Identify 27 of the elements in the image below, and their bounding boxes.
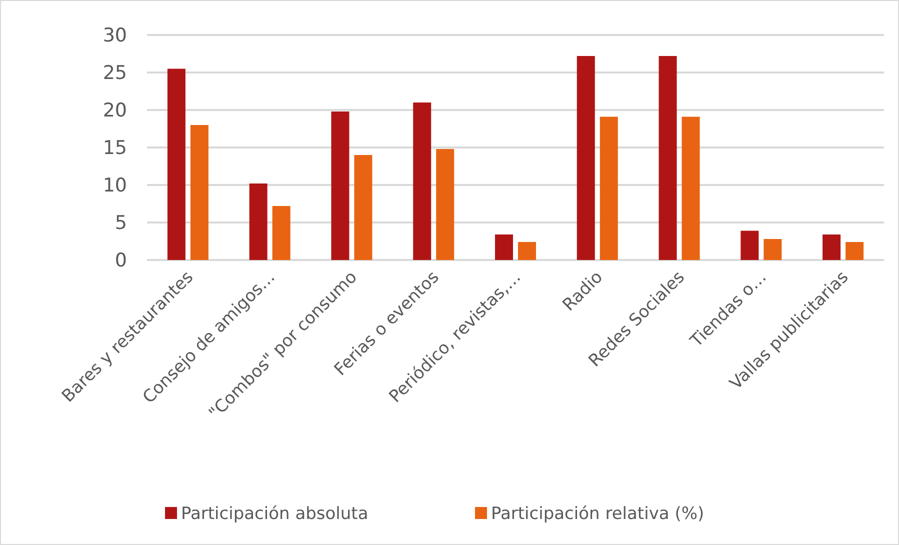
bar [190, 125, 208, 260]
bar [658, 56, 677, 260]
bar [272, 206, 290, 260]
y-tick-label: 15 [102, 137, 127, 160]
bar [331, 112, 350, 260]
legend-label: Participación relativa (%) [491, 504, 704, 524]
bar [600, 116, 618, 260]
y-tick-label: 0 [114, 250, 127, 272]
bar [495, 234, 513, 260]
bar [682, 116, 700, 260]
bar [740, 230, 759, 260]
bar [822, 234, 841, 260]
bar [167, 68, 186, 260]
y-tick-label: 10 [102, 174, 127, 197]
bar [764, 239, 782, 260]
y-tick-label: 25 [102, 62, 127, 84]
bar [846, 242, 864, 260]
y-tick-label: 20 [102, 100, 127, 122]
bar [576, 56, 595, 260]
bar [249, 184, 268, 260]
bar [413, 102, 432, 260]
bar [436, 149, 454, 260]
y-tick-label: 5 [114, 212, 127, 234]
bar [518, 242, 536, 260]
legend-label: Participación absoluta [181, 504, 368, 524]
bar [354, 155, 372, 260]
y-tick-label: 30 [102, 24, 127, 47]
